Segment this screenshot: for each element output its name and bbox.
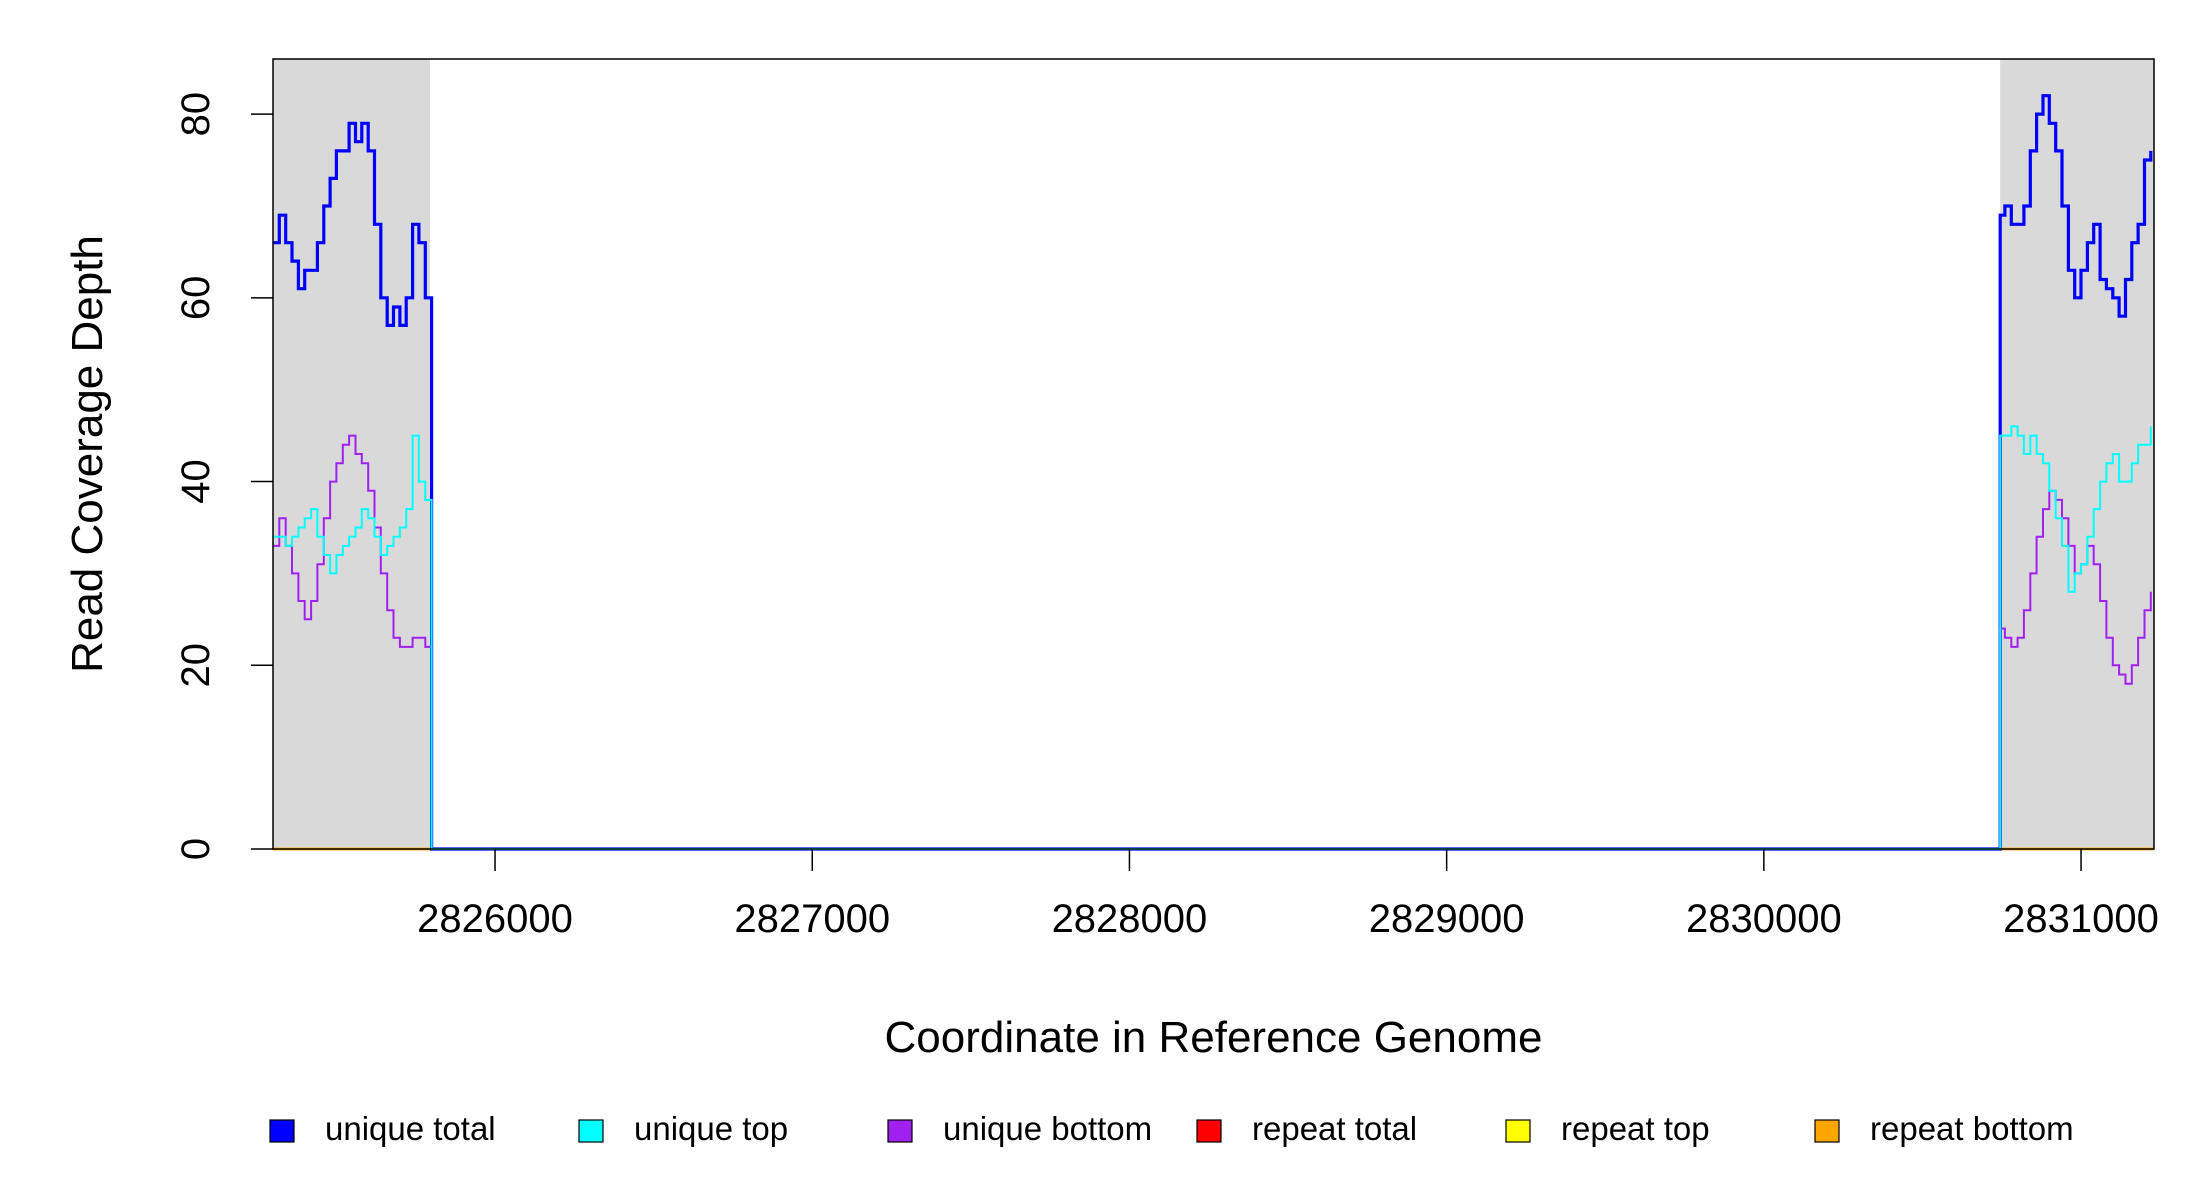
x-tick-label: 2831000 bbox=[2003, 897, 2159, 941]
legend-swatch bbox=[887, 1119, 913, 1143]
series-lines bbox=[273, 94, 2154, 851]
legend-label: unique top bbox=[634, 1110, 788, 1147]
y-axis: 0 20 40 60 80 bbox=[174, 92, 273, 860]
legend-swatch bbox=[269, 1119, 295, 1143]
series-line-unique-total bbox=[273, 94, 2153, 851]
series-line-unique-bottom bbox=[273, 434, 2152, 850]
legend-label: repeat bottom bbox=[1870, 1110, 2074, 1147]
x-tick-label: 2829000 bbox=[1369, 897, 1525, 941]
y-tick-label: 0 bbox=[174, 838, 218, 860]
legend-swatch bbox=[1505, 1119, 1531, 1143]
shaded-region-1 bbox=[273, 59, 431, 849]
y-axis-label: Read Coverage Depth bbox=[63, 235, 112, 673]
y-tick-label: 80 bbox=[174, 92, 218, 136]
y-tick-label: 20 bbox=[174, 643, 218, 688]
legend: unique total unique top unique bottom repea… bbox=[269, 1110, 2074, 1147]
x-tick-label: 2828000 bbox=[1052, 897, 1208, 941]
x-axis-label: Coordinate in Reference Genome bbox=[885, 1013, 1543, 1062]
legend-label: unique bottom bbox=[943, 1110, 1152, 1147]
x-tick-label: 2830000 bbox=[1686, 897, 1842, 941]
y-tick-label: 40 bbox=[174, 459, 218, 504]
legend-label: repeat top bbox=[1561, 1110, 1710, 1147]
legend-swatch bbox=[1814, 1119, 1840, 1143]
legend-label: repeat total bbox=[1252, 1110, 1417, 1147]
y-tick-label: 60 bbox=[174, 276, 218, 321]
shaded-regions bbox=[273, 59, 2154, 849]
x-tick-label: 2827000 bbox=[734, 897, 890, 941]
series-line-unique-top bbox=[273, 425, 2152, 850]
plot-frame bbox=[272, 58, 2155, 850]
legend-label: unique total bbox=[325, 1110, 496, 1147]
legend-swatch bbox=[1196, 1119, 1222, 1143]
x-axis: 2826000 2827000 2828000 2829000 2830000 28310… bbox=[417, 849, 2159, 941]
legend-swatch bbox=[578, 1119, 604, 1143]
x-tick-label: 2826000 bbox=[417, 897, 573, 941]
